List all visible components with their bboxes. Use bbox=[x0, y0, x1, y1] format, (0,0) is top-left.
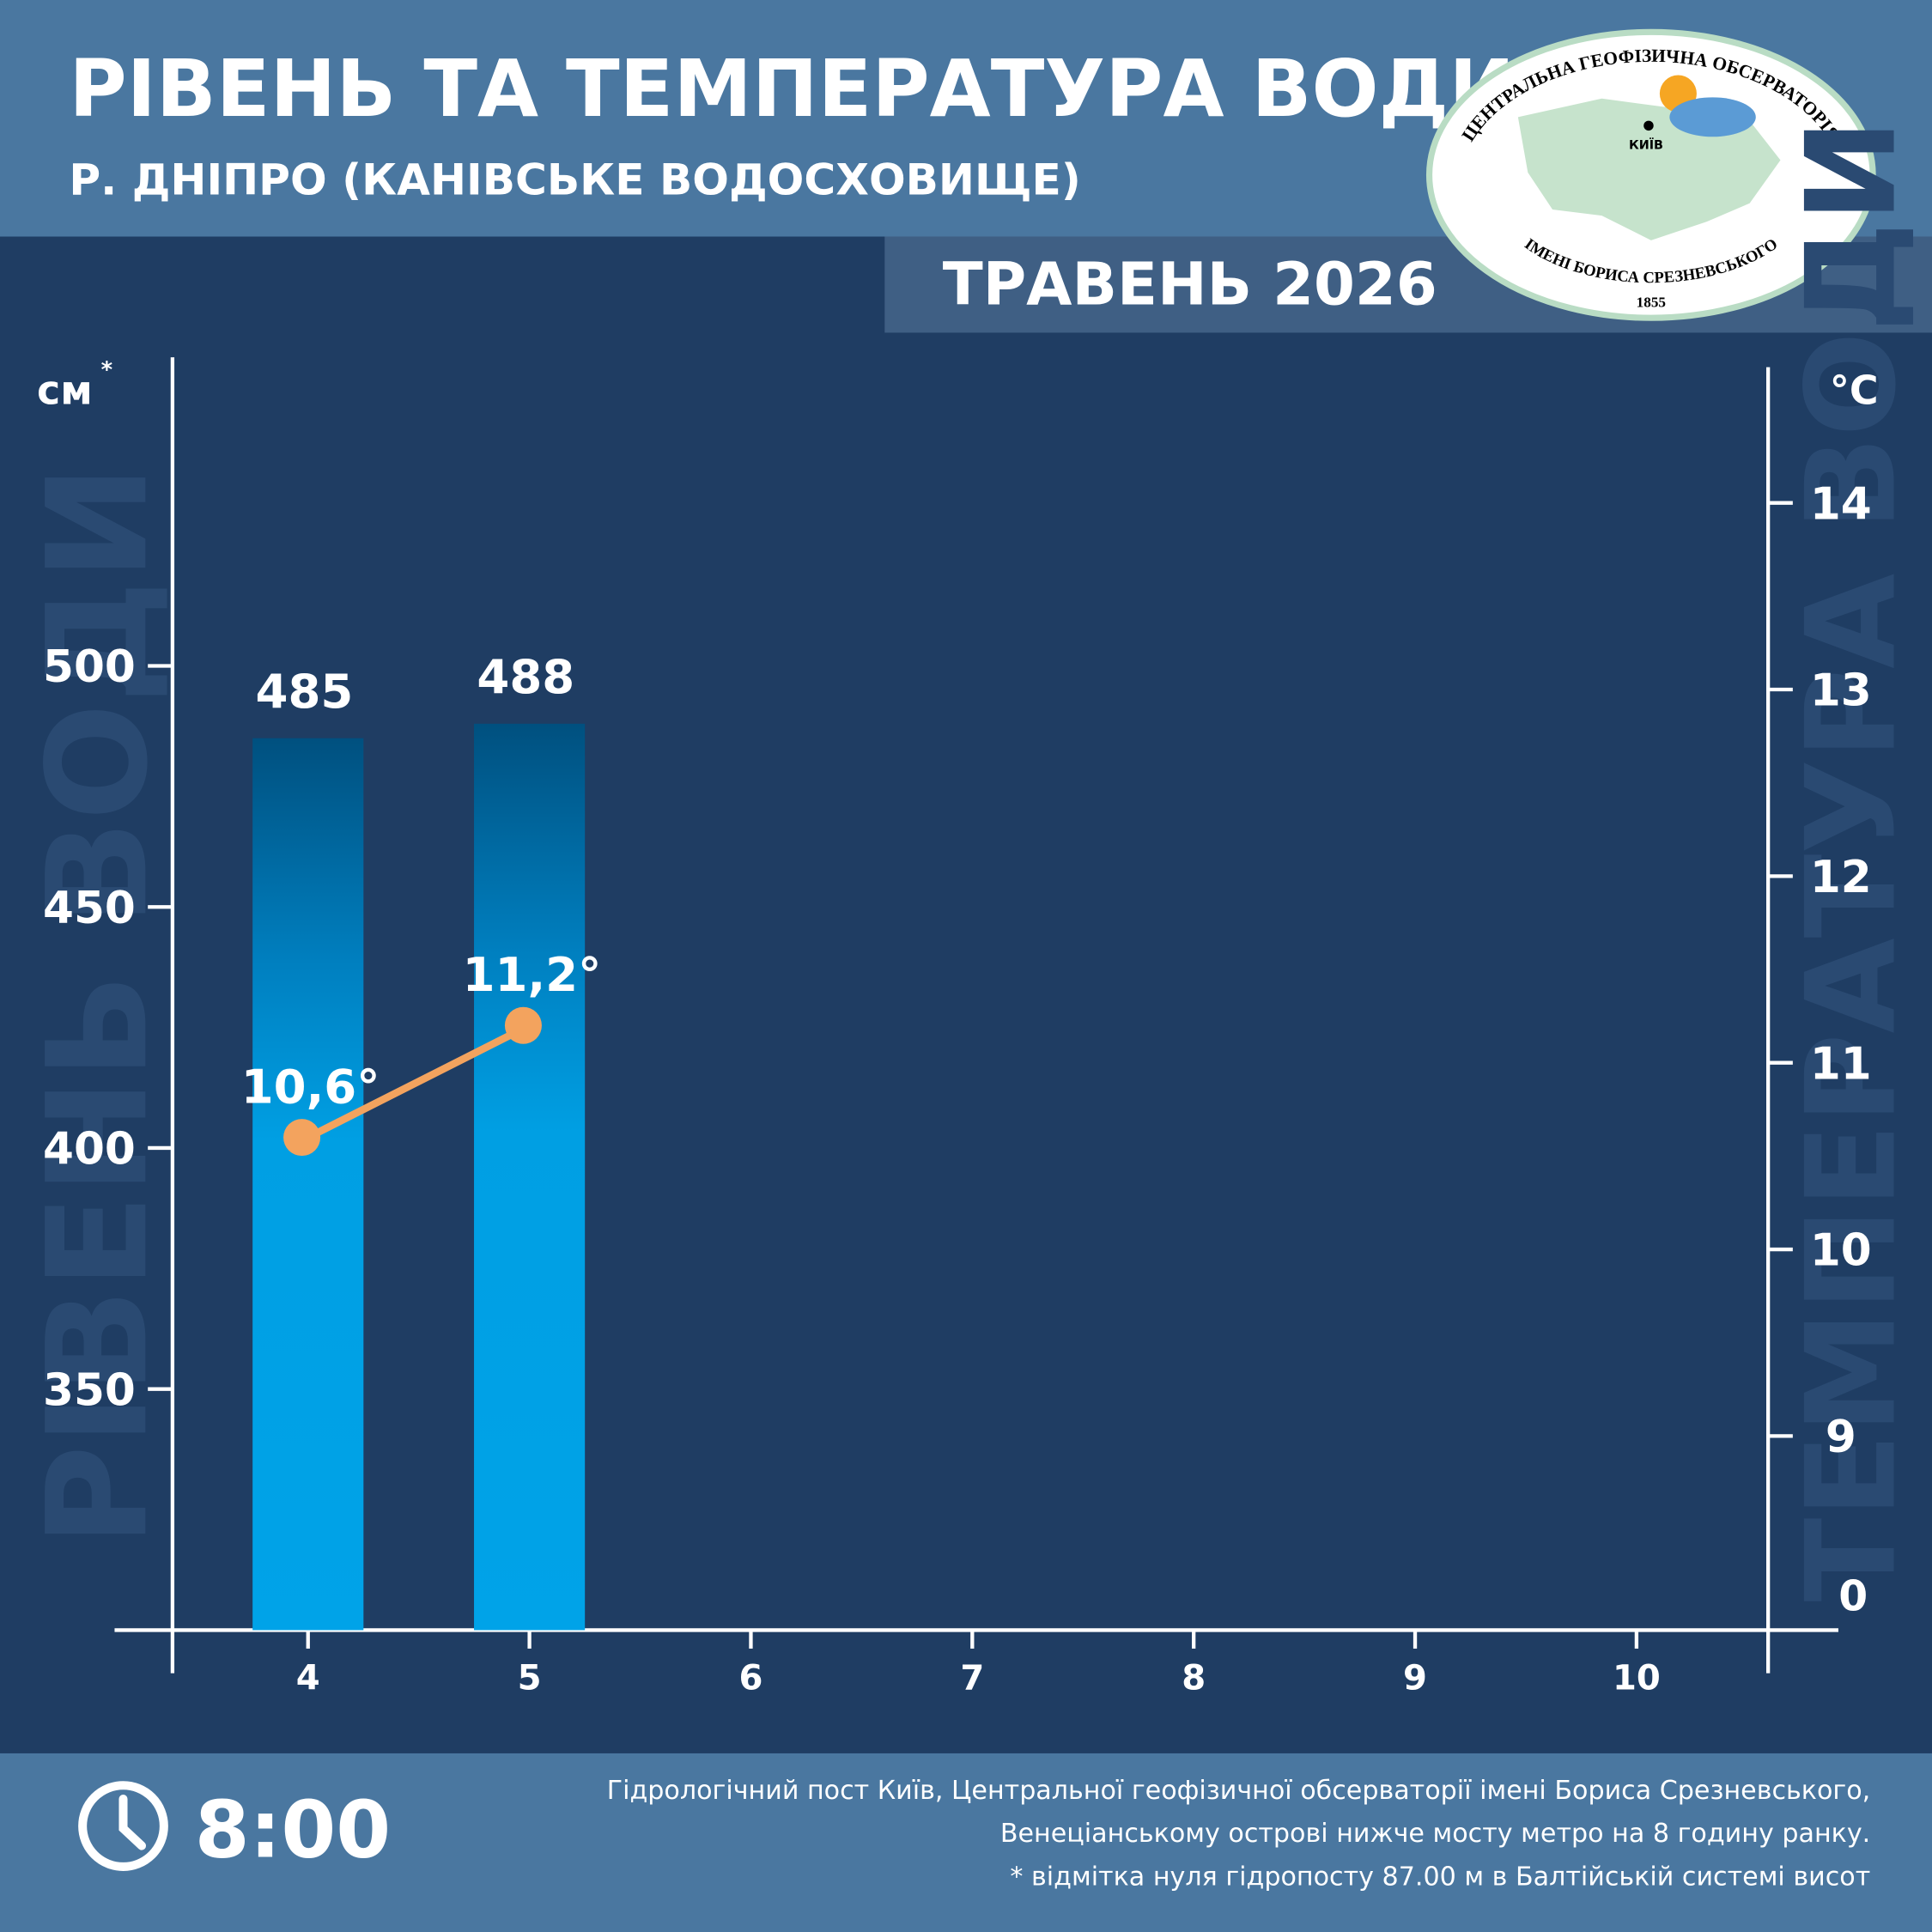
logo-year: 1855 bbox=[1637, 294, 1666, 310]
footer-time: 8:00 bbox=[195, 1783, 391, 1875]
chart: 350 400 450 500 9 10 11 12 13 14 4 5 6 7 8 9 10 485 488 10,… bbox=[43, 357, 1872, 1698]
clock-face bbox=[78, 1781, 168, 1871]
y2-unit: °C bbox=[1830, 368, 1879, 414]
temperature-marker bbox=[283, 1119, 321, 1157]
temperature-line bbox=[306, 1022, 532, 1141]
x-tick-label: 9 bbox=[1403, 1658, 1427, 1698]
subtitle: Р. ДНІПРО (КАНІВСЬКЕ ВОДОСХОВИЩЕ) bbox=[69, 155, 1080, 205]
y-unit: см bbox=[37, 368, 93, 414]
x-tick-label: 6 bbox=[738, 1658, 762, 1698]
y2-tick-label: 11 bbox=[1810, 1038, 1872, 1090]
period: ТРАВЕНЬ 2026 bbox=[943, 250, 1437, 319]
y2-tick-label: 13 bbox=[1810, 665, 1872, 717]
footer-note: Венеціанському острові нижче мосту метро… bbox=[1000, 1819, 1870, 1849]
footer-note: Гідрологічний пост Київ, Центральної гео… bbox=[607, 1776, 1871, 1806]
bar-value-label: 485 bbox=[256, 664, 354, 719]
temperature-marker bbox=[504, 1006, 542, 1044]
y-tick-label: 450 bbox=[43, 883, 136, 934]
bar bbox=[474, 723, 586, 1631]
y2-tick-label: 14 bbox=[1810, 478, 1872, 530]
x-tick-label: 4 bbox=[296, 1658, 320, 1698]
y2-axis-watermark: ТЕМПЕРАТУРА ВОДИ bbox=[1780, 119, 1923, 1602]
bar bbox=[252, 738, 364, 1631]
clock-icon bbox=[78, 1781, 168, 1871]
y2-tick-label: 10 bbox=[1810, 1225, 1872, 1277]
y-tick-label: 400 bbox=[43, 1124, 136, 1176]
y2-tick-label: 9 bbox=[1826, 1412, 1856, 1463]
y-tick-label: 500 bbox=[43, 641, 136, 693]
logo-cloud bbox=[1669, 97, 1756, 137]
bar-value-label: 488 bbox=[477, 649, 574, 704]
x-tick-label: 7 bbox=[960, 1658, 984, 1698]
y-axis-watermark: РІВЕНЬ ВОДИ bbox=[17, 465, 178, 1546]
y-tick-label: 350 bbox=[43, 1364, 136, 1416]
footer-note: * відмітка нуля гідропосту 87.00 м в Бал… bbox=[1010, 1862, 1870, 1892]
clock-hands bbox=[118, 1795, 147, 1850]
temperature-label: 10,6° bbox=[241, 1059, 380, 1114]
footer-band bbox=[0, 1753, 1932, 1932]
temperature-label: 11,2° bbox=[463, 947, 602, 1002]
y-unit-mark: * bbox=[101, 357, 113, 383]
logo-city: КИЇВ bbox=[1629, 138, 1663, 153]
x-tick-label: 10 bbox=[1613, 1658, 1661, 1698]
x-tick-label: 8 bbox=[1182, 1658, 1206, 1698]
x-tick-label: 5 bbox=[518, 1658, 542, 1698]
y2-tick-label: 12 bbox=[1810, 852, 1872, 903]
logo-city-dot bbox=[1643, 120, 1654, 131]
logo: КИЇВ ЦЕНТРАЛЬНА ГЕОФІЗИЧНА ОБСЕРВАТОРІЯ … bbox=[1425, 28, 1876, 321]
title: РІВЕНЬ ТА ТЕМПЕРАТУРА ВОДИ bbox=[69, 43, 1515, 135]
y2-break-label: 0 bbox=[1838, 1571, 1868, 1620]
